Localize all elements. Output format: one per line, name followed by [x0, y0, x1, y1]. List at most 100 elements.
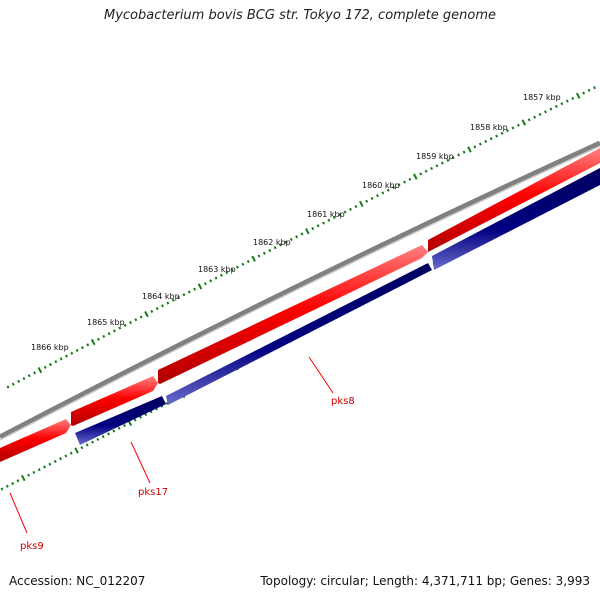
- ruler-minor-tick: [85, 443, 89, 447]
- ruler-minor-tick: [69, 451, 73, 455]
- ruler-minor-tick: [349, 207, 352, 211]
- ruler-minor-tick: [166, 301, 170, 305]
- ruler-minor-tick: [150, 309, 154, 313]
- pks8-label-line: [308, 356, 334, 394]
- ruler-minor-tick: [59, 357, 63, 361]
- ruler-minor-tick: [59, 457, 63, 461]
- ruler-minor-tick: [571, 96, 575, 100]
- ruler-minor-tick: [484, 139, 488, 143]
- ruler-major-tick: [21, 474, 26, 482]
- ruler-minor-tick: [5, 484, 9, 488]
- ruler-minor-tick: [49, 362, 52, 367]
- ruler-minor-tick: [300, 232, 304, 236]
- gene-arrow-reverse[interactable]: [166, 263, 432, 405]
- ruler-minor-tick: [354, 205, 358, 209]
- ruler-minor-tick: [43, 465, 47, 469]
- ruler-major-tick: [74, 447, 79, 454]
- ruler-minor-tick: [16, 479, 20, 483]
- ruler-minor-tick: [80, 446, 84, 450]
- ruler-minor-tick: [489, 137, 493, 141]
- ruler-minor-tick: [11, 481, 15, 486]
- ruler-minor-tick: [554, 104, 558, 108]
- ruler-label-1865: 1865 kbp: [87, 318, 125, 327]
- ruler-minor-tick: [203, 282, 207, 286]
- ruler-minor-tick: [268, 248, 272, 253]
- gene-arrow-pks8[interactable]: [158, 245, 428, 384]
- genome-summary-text: Topology: circular; Length: 4,371,711 bp…: [260, 574, 590, 588]
- backbone-inner: [0, 145, 600, 441]
- ruler-minor-tick: [451, 156, 455, 160]
- backbone-outer: [0, 140, 600, 440]
- ruler-minor-tick: [408, 177, 412, 181]
- ruler-minor-tick: [338, 213, 342, 217]
- gene-arrow-forward[interactable]: [428, 148, 600, 252]
- ruler-minor-tick: [155, 307, 159, 311]
- ruler-minor-tick: [22, 376, 26, 381]
- ruler-minor-tick: [171, 298, 175, 302]
- ruler-minor-tick: [430, 166, 433, 171]
- ruler-major-tick: [90, 338, 96, 346]
- ruler-major-tick: [305, 228, 310, 235]
- ruler-label-1857: 1857 kbp: [523, 93, 561, 102]
- ruler-minor-tick: [549, 107, 553, 111]
- ruler-minor-tick: [392, 185, 396, 190]
- ruler-minor-tick: [32, 470, 36, 475]
- ruler-minor-tick: [177, 295, 181, 300]
- ruler-minor-tick: [128, 320, 132, 325]
- ruler-major-tick: [197, 283, 203, 290]
- ruler-minor-tick: [165, 401, 169, 406]
- ruler-minor-tick: [593, 86, 596, 90]
- ruler-minor-tick: [102, 334, 106, 339]
- ruler-label-1860: 1860 kbp: [362, 181, 400, 190]
- ruler-minor-tick: [457, 153, 461, 157]
- ruler-minor-tick: [381, 191, 385, 195]
- ruler-minor-tick: [500, 131, 504, 135]
- ruler-minor-tick: [370, 196, 374, 200]
- ruler-minor-tick: [70, 351, 74, 355]
- ruler-minor-tick: [506, 129, 509, 133]
- ruler-minor-tick: [123, 323, 127, 327]
- ruler-minor-tick: [182, 293, 186, 297]
- ruler-minor-tick: [284, 240, 288, 244]
- gene-arrow-forward[interactable]: [71, 376, 158, 426]
- ruler-minor-tick: [403, 180, 406, 184]
- ruler-minor-tick: [440, 161, 444, 165]
- ruler-minor-tick: [11, 382, 15, 386]
- reverse-gene-track: [75, 168, 600, 445]
- ruler-major-tick: [575, 92, 581, 99]
- ruler-minor-tick: [343, 210, 347, 214]
- ruler-minor-tick: [365, 199, 369, 203]
- ruler-minor-tick: [397, 183, 401, 187]
- gene-arrow-reverse[interactable]: [432, 168, 600, 270]
- ruler-major-tick: [521, 119, 526, 126]
- ruler-major-tick: [467, 146, 472, 153]
- ruler-minor-tick: [48, 462, 52, 466]
- ruler-minor-tick: [27, 374, 31, 378]
- ruler-minor-tick: [462, 150, 466, 154]
- ruler-minor-tick: [96, 437, 100, 441]
- ruler-minor-tick: [43, 365, 47, 369]
- ruler-minor-tick: [446, 158, 450, 162]
- ruler-minor-tick: [209, 279, 213, 283]
- ruler-minor-tick: [386, 188, 390, 192]
- ruler-minor-tick: [246, 259, 250, 264]
- gene-label-pks17[interactable]: pks17: [138, 487, 168, 498]
- ruler-minor-tick: [139, 315, 143, 319]
- ruler-minor-tick: [0, 487, 4, 491]
- accession-text: Accession: NC_012207: [9, 574, 146, 588]
- gene-arrow-pks17[interactable]: [75, 396, 166, 445]
- gene-label-pks9[interactable]: pks9: [20, 541, 44, 552]
- gene-arrow-forward[interactable]: [0, 419, 71, 462]
- ruler-minor-tick: [107, 432, 110, 436]
- ruler-minor-tick: [6, 385, 10, 389]
- ruler-minor-tick: [582, 91, 586, 95]
- ruler-minor-tick: [473, 145, 477, 149]
- ruler-label-1866: 1866 kbp: [31, 343, 69, 352]
- ruler-label-1859: 1859 kbp: [416, 152, 454, 161]
- gene-label-pks8[interactable]: pks8: [331, 396, 355, 407]
- ruler-major-tick: [251, 255, 256, 262]
- ruler-minor-tick: [236, 265, 239, 269]
- ruler-minor-tick: [64, 454, 68, 458]
- ruler-minor-tick: [101, 435, 105, 439]
- ruler-label-1861: 1861 kbp: [307, 210, 345, 219]
